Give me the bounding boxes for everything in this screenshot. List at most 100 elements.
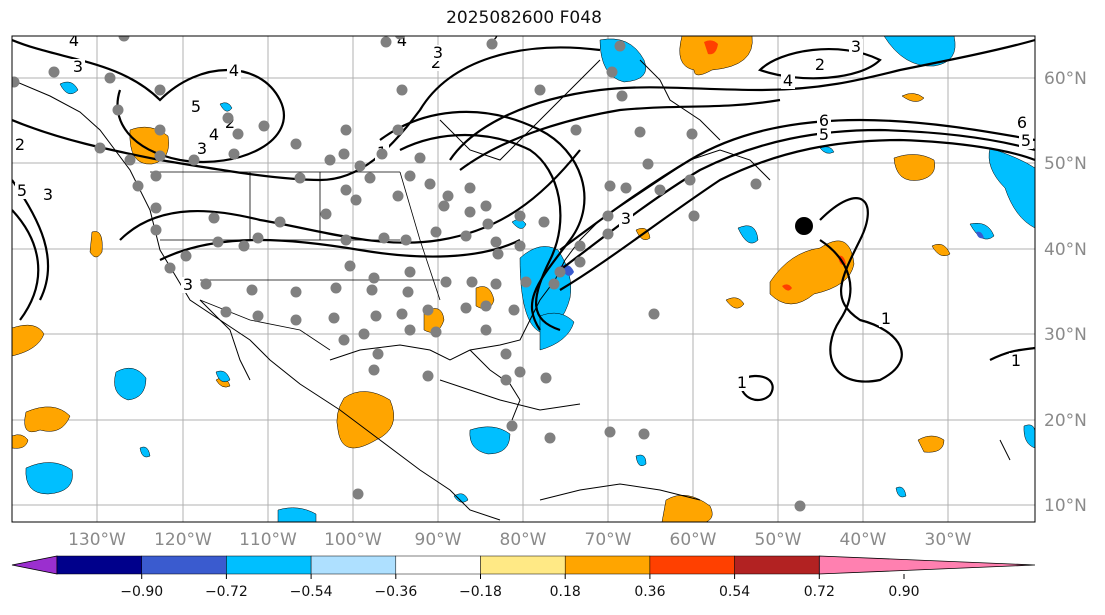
contour-label: 3 — [43, 185, 53, 204]
station-dot — [514, 366, 526, 378]
station-dot — [486, 38, 498, 50]
contour-label-bg — [849, 39, 863, 55]
colorbar-tick-label: −0.72 — [205, 584, 248, 600]
contour-label-bg — [1015, 115, 1029, 131]
station-dot — [648, 308, 660, 320]
station-dot — [466, 276, 478, 288]
station-dot — [414, 152, 426, 164]
station-dot — [154, 84, 166, 96]
station-dot — [246, 284, 258, 296]
station-dot — [252, 310, 264, 322]
station-dot — [232, 128, 244, 140]
contour-label: 4 — [783, 71, 793, 90]
station-dot — [538, 216, 550, 228]
station-dot — [392, 124, 404, 136]
station-dot — [220, 306, 232, 318]
contour-label: 1 — [737, 373, 747, 392]
station-dot — [638, 428, 650, 440]
station-dot — [150, 224, 162, 236]
station-dot — [324, 154, 336, 166]
contour-label-bg — [1009, 353, 1023, 369]
lon-label: 50°W — [755, 530, 802, 550]
station-dot — [422, 304, 434, 316]
colorbar — [11, 555, 1036, 575]
station-dot — [352, 488, 364, 500]
station-dot — [290, 286, 302, 298]
lon-label: 110°W — [239, 530, 297, 550]
station-dot — [540, 372, 552, 384]
lon-label: 120°W — [154, 530, 212, 550]
station-dot — [424, 178, 436, 190]
contour-label: 4 — [229, 61, 239, 80]
station-dot — [514, 240, 526, 252]
colorbar-segment — [141, 555, 227, 575]
station-dot — [604, 180, 616, 192]
station-dot — [500, 348, 512, 360]
lat-label: 10°N — [1044, 496, 1087, 516]
station-dot — [154, 150, 166, 162]
colorbar-tick-label: −0.36 — [374, 584, 417, 600]
colorbar-tick-label: 0.54 — [719, 584, 750, 600]
contour-label: 1 — [881, 309, 891, 328]
station-dot — [400, 234, 412, 246]
station-dot — [620, 182, 632, 194]
station-dot — [344, 260, 356, 272]
station-dot — [500, 374, 512, 386]
station-dot — [602, 210, 614, 222]
station-dot — [534, 84, 546, 96]
contour-label-bg — [41, 187, 55, 203]
colorbar-segment — [395, 555, 481, 575]
contour-label-bg — [813, 57, 827, 73]
colorbar-segment — [734, 555, 820, 575]
station-dot — [258, 120, 270, 132]
station-dot — [506, 420, 518, 432]
contour-label: 2 — [431, 53, 441, 72]
contour-label: 3 — [197, 139, 207, 158]
colorbar-min-extend — [11, 555, 58, 575]
station-dot — [794, 500, 806, 512]
station-dot — [492, 248, 504, 260]
station-dot — [340, 184, 352, 196]
colorbar-tick-label: 0.90 — [888, 584, 919, 600]
station-dot — [508, 304, 520, 316]
lat-label: 30°N — [1044, 325, 1087, 345]
latitude-labels: 60°N 50°N 40°N 30°N 20°N 10°N — [1044, 69, 1087, 516]
station-dot — [460, 230, 472, 242]
station-dot — [490, 278, 502, 290]
station-dot — [544, 432, 556, 444]
lon-label: 40°W — [840, 530, 887, 550]
station-dot — [396, 308, 408, 320]
contour-label: 5 — [17, 181, 27, 200]
station-dot — [602, 228, 614, 240]
contour-label-bg — [879, 311, 893, 327]
station-dot — [430, 226, 442, 238]
station-dot — [574, 240, 586, 252]
colorbar-tick-labels: −0.90 −0.72 −0.54 −0.36 −0.18 0.18 0.36 0.54 0.7… — [120, 574, 920, 600]
contour-label: 4 — [209, 125, 219, 144]
station-dot — [684, 174, 696, 186]
contour-label-bg — [817, 127, 831, 143]
lon-label: 80°W — [500, 530, 547, 550]
contour-label: 4 — [397, 31, 407, 50]
station-dot — [480, 200, 492, 212]
contour-label-bg — [189, 99, 203, 115]
station-dot — [238, 240, 250, 252]
station-dot — [118, 36, 130, 42]
station-dot — [274, 216, 286, 228]
longitude-labels: 130°W 120°W 110°W 100°W 90°W 80°W 70°W 60°W 50°W… — [68, 530, 972, 550]
station-dot — [380, 36, 392, 48]
contour-label-bg — [227, 63, 241, 79]
contour-label: 5 — [1021, 131, 1031, 150]
contour-label: 3 — [621, 209, 631, 228]
station-dot — [396, 84, 408, 96]
contour-label-bg — [13, 137, 27, 153]
station-dot — [48, 66, 60, 78]
station-dot — [112, 104, 124, 116]
station-dot — [514, 210, 526, 222]
lon-label: 60°W — [670, 530, 717, 550]
station-dot — [404, 324, 416, 336]
contour-label: 2 — [15, 135, 25, 154]
colorbar-tick-label: −0.18 — [459, 584, 502, 600]
station-dot — [12, 76, 20, 88]
contour-label-bg — [195, 141, 209, 157]
